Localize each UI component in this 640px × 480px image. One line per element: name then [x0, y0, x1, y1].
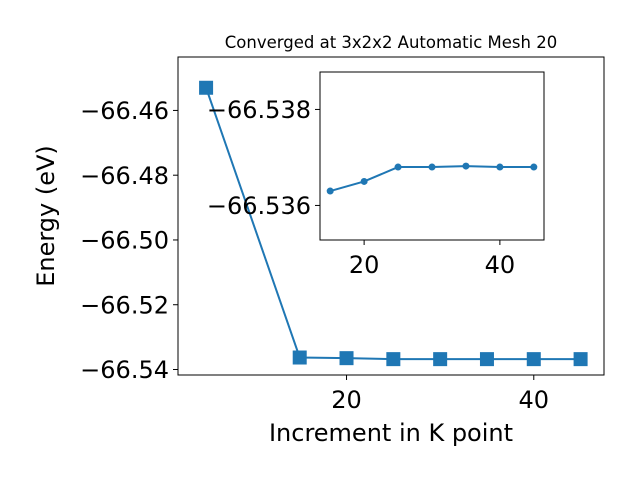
- inset-y-tick-label: −66.536: [207, 192, 311, 220]
- inset-plot-frame: [319, 71, 545, 241]
- main-data-point: [292, 350, 307, 365]
- main-data-point: [479, 352, 494, 367]
- inset-axes: 20 40 −66.536 −66.538: [207, 96, 538, 279]
- inset-x-tick-label: 20: [349, 251, 380, 279]
- x-axis-label: Increment in K point: [269, 419, 513, 447]
- main-y-tick-label: −66.50: [80, 227, 169, 255]
- main-y-tick-label: −66.54: [80, 356, 169, 384]
- main-data-point: [573, 352, 588, 367]
- inset-data-point: [462, 162, 470, 170]
- main-data-point: [433, 352, 448, 367]
- main-data-point: [526, 352, 541, 367]
- main-y-tick-label: −66.52: [80, 291, 169, 319]
- main-x-tick-label: 40: [519, 386, 550, 414]
- main-data-point: [339, 351, 354, 366]
- inset-data-point: [530, 163, 538, 171]
- main-y-tick-label: −66.48: [80, 162, 169, 190]
- main-axes: 20 40 −66.46 −66.48 −66.50 −66.52 −66.54: [80, 80, 588, 414]
- inset-data-point: [496, 163, 504, 171]
- main-data-point: [199, 80, 214, 95]
- inset-data-point: [326, 187, 334, 195]
- inset-x-tick-label: 40: [485, 251, 516, 279]
- main-plot-frame: [177, 56, 605, 376]
- main-y-tick-label: −66.46: [80, 97, 169, 125]
- y-axis-label: Energy (eV): [32, 145, 60, 287]
- main-x-tick-label: 20: [331, 386, 362, 414]
- inset-data-point: [394, 163, 402, 171]
- inset-background: [320, 72, 544, 240]
- inset-data-point: [428, 163, 436, 171]
- chart-title: Converged at 3x2x2 Automatic Mesh 20: [225, 33, 557, 52]
- main-series-line: [205, 87, 581, 361]
- inset-y-tick-label: −66.538: [207, 96, 311, 124]
- main-data-point: [386, 352, 401, 367]
- inset-data-point: [360, 177, 368, 185]
